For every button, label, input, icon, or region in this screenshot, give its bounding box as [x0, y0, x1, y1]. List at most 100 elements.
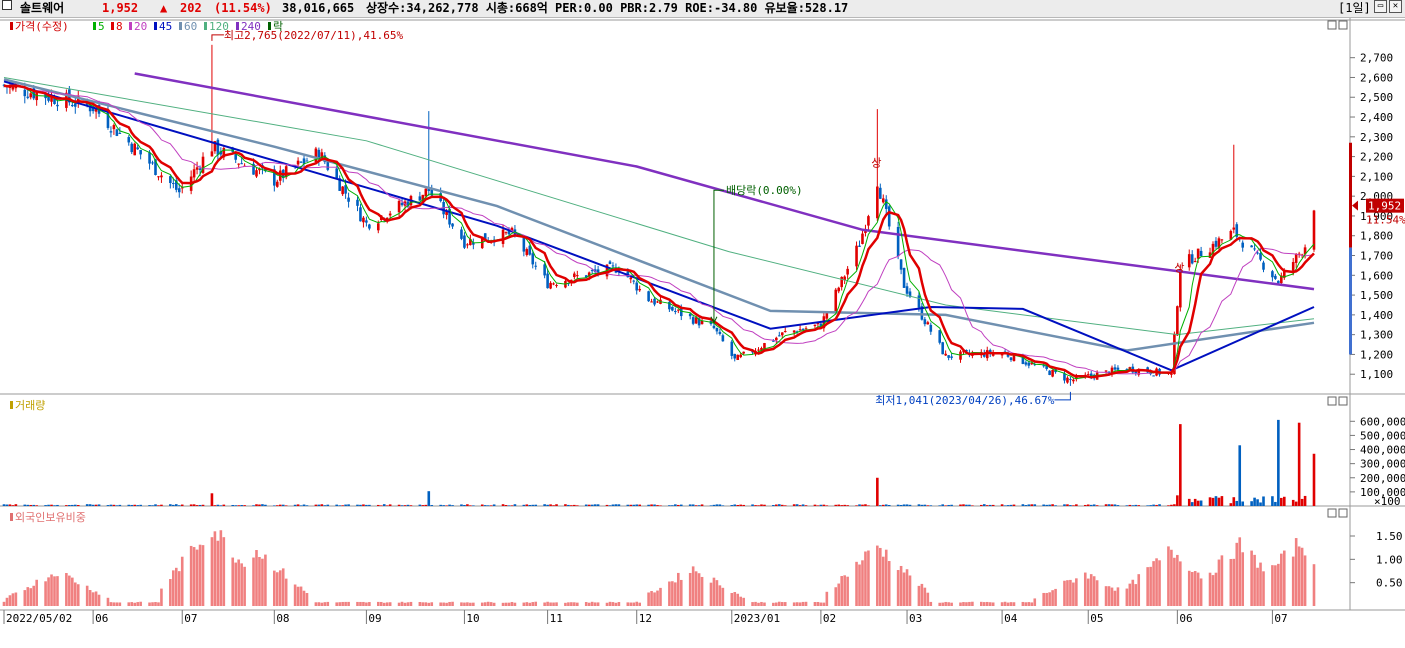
foreign-bar [136, 602, 139, 606]
candle-body [985, 350, 989, 359]
foreign-bar [463, 602, 466, 606]
foreign-bar [261, 558, 264, 606]
candle-body [721, 335, 725, 342]
candle-body [959, 351, 962, 360]
candle-body [1063, 373, 1066, 381]
foreign-bar [1009, 602, 1013, 606]
volume-bar [1259, 502, 1262, 506]
candle-body [136, 147, 139, 150]
volume-bar [709, 505, 713, 506]
foreign-bar [902, 572, 906, 606]
foreign-bar [97, 594, 101, 606]
candle-body [501, 229, 505, 244]
foreign-bar [379, 601, 383, 606]
price-change: 202 [180, 1, 202, 15]
candle-body [483, 233, 487, 241]
volume-bar [1176, 495, 1179, 506]
foreign-bar [959, 602, 962, 606]
foreign-bar [480, 602, 484, 606]
candle-body [106, 110, 110, 128]
candle-body [546, 273, 549, 289]
candle-body [1271, 271, 1274, 278]
foreign-bar [400, 601, 404, 606]
candle-body [1193, 261, 1197, 263]
foreign-bar [264, 554, 267, 606]
foreign-bar [430, 602, 434, 606]
volume-bar [94, 504, 98, 506]
volume-bar [611, 504, 615, 506]
foreign-bar [1125, 588, 1129, 606]
candle-body [650, 301, 653, 303]
foreign-bar [1051, 590, 1054, 606]
volume-bar [846, 505, 849, 506]
volume-bar [688, 504, 692, 506]
candle-body [1297, 253, 1301, 255]
candle-body [1232, 227, 1236, 230]
foreign-bar [736, 593, 740, 606]
candle-body [1134, 371, 1138, 374]
foreign-bar [472, 602, 475, 606]
foreign-bar [772, 602, 775, 606]
candle-body [344, 185, 347, 194]
foreign-bar [1271, 565, 1274, 606]
period-button[interactable]: [1일] [1338, 1, 1371, 15]
select-checkbox[interactable] [2, 0, 12, 10]
foreign-bar [846, 576, 849, 606]
volume-legend-label: 거래량 [15, 399, 45, 412]
price-tick-label: 1,800 [1360, 230, 1393, 243]
volume-bar [97, 504, 101, 506]
volume-bar [376, 504, 380, 506]
foreign-bar [148, 602, 151, 606]
volume-bar [917, 504, 921, 506]
foreign-bar [843, 575, 846, 606]
foreign-bar [1173, 557, 1176, 606]
price-legend-label: 240 [241, 20, 261, 33]
foreign-bar [1208, 572, 1212, 606]
volume-bar [834, 504, 838, 506]
volume-bar [335, 504, 338, 506]
volume-bar [216, 504, 220, 506]
foreign-bar [1149, 566, 1152, 606]
volume-bar [552, 505, 555, 506]
upper-limit-mark: 상 [1174, 261, 1184, 274]
candle-body [1229, 230, 1233, 240]
restore-icon[interactable]: ▭ [1374, 0, 1387, 13]
volume-bar [1220, 496, 1224, 506]
volume-bar [359, 504, 362, 506]
volume-bar [899, 504, 903, 506]
candle-body [1274, 275, 1277, 279]
foreign-bar [929, 601, 933, 606]
candle-body [647, 291, 650, 302]
volume-bar [115, 505, 119, 506]
chart-background [0, 18, 1405, 648]
foreign-bar [115, 602, 119, 606]
foreign-bar [1000, 602, 1004, 606]
volume-bar [700, 504, 704, 506]
volume-bar [902, 504, 906, 506]
foreign-bar [567, 602, 570, 606]
candle-body [1241, 242, 1245, 248]
volume-bar [775, 504, 778, 506]
candle-body [388, 213, 392, 216]
close-icon[interactable]: ✕ [1389, 0, 1402, 13]
volume-bar [959, 504, 962, 506]
foreign-bar [483, 602, 487, 606]
candle-body [305, 160, 309, 162]
volume-bar [210, 493, 214, 506]
candle-body [1262, 262, 1265, 270]
candle-body [543, 264, 546, 276]
foreign-bar [596, 602, 600, 606]
foreign-bar [837, 583, 841, 606]
volume-bar [489, 505, 493, 506]
volume-bar [638, 504, 641, 506]
volume-bar [1116, 505, 1120, 506]
foreign-bar [1083, 572, 1087, 606]
foreign-bar [85, 585, 89, 606]
foreign-bar [169, 579, 172, 606]
ma-45-line [3, 80, 1315, 372]
volume-bar [379, 505, 383, 506]
volume-bar [721, 505, 725, 506]
foreign-bar [1134, 584, 1138, 606]
ma-60-line [3, 78, 1315, 352]
foreign-bar [552, 602, 555, 606]
